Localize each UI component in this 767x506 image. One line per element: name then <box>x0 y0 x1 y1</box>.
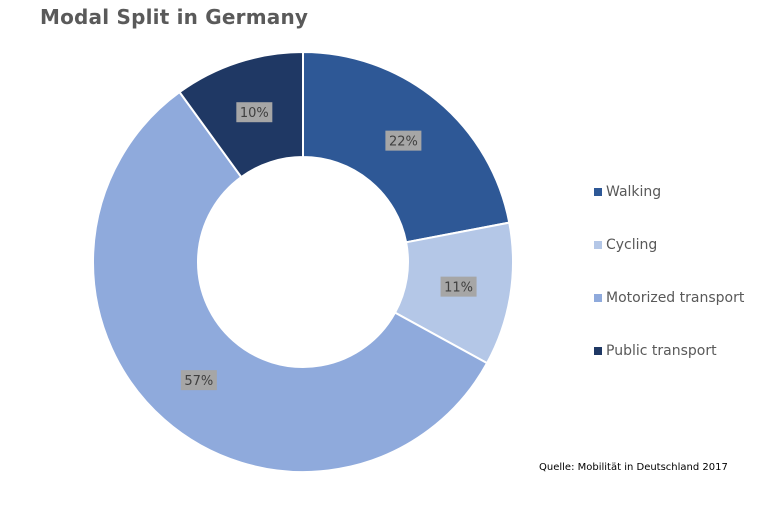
legend-item-public-transport: Public transport <box>594 339 744 363</box>
legend-swatch-public-transport <box>594 347 602 355</box>
slice-label-public-transport: 10% <box>236 102 273 123</box>
slice-label-box-walking <box>385 130 422 151</box>
slice-label-box-public-transport <box>236 102 273 123</box>
slice-label-text-public-transport: 10% <box>240 106 269 121</box>
legend-swatch-motorized-transport <box>594 294 602 302</box>
legend-item-motorized-transport: Motorized transport <box>594 286 744 310</box>
slice-label-text-cycling: 11% <box>444 281 473 296</box>
legend-swatch-walking <box>594 188 602 196</box>
slice-label-walking: 22% <box>385 130 422 151</box>
legend-label-cycling: Cycling <box>606 237 658 253</box>
slice-label-box-motorized-transport <box>180 370 217 391</box>
legend-swatch-cycling <box>594 241 602 249</box>
legend-label-public-transport: Public transport <box>606 343 717 359</box>
slice-label-motorized-transport: 57% <box>180 370 217 391</box>
legend-label-motorized-transport: Motorized transport <box>606 290 745 306</box>
legend-item-cycling: Cycling <box>594 233 744 257</box>
slice-label-text-motorized-transport: 57% <box>184 374 213 389</box>
source-note: Quelle: Mobilität in Deutschland 2017 <box>539 462 728 473</box>
legend: Walking Cycling Motorized transport Publ… <box>594 180 744 363</box>
slice-label-box-cycling <box>440 276 477 297</box>
legend-item-walking: Walking <box>594 180 744 204</box>
chart-title: Modal Split in Germany <box>40 5 309 29</box>
slice-label-text-walking: 22% <box>389 135 418 150</box>
legend-label-walking: Walking <box>606 184 662 200</box>
slice-label-cycling: 11% <box>440 276 477 297</box>
